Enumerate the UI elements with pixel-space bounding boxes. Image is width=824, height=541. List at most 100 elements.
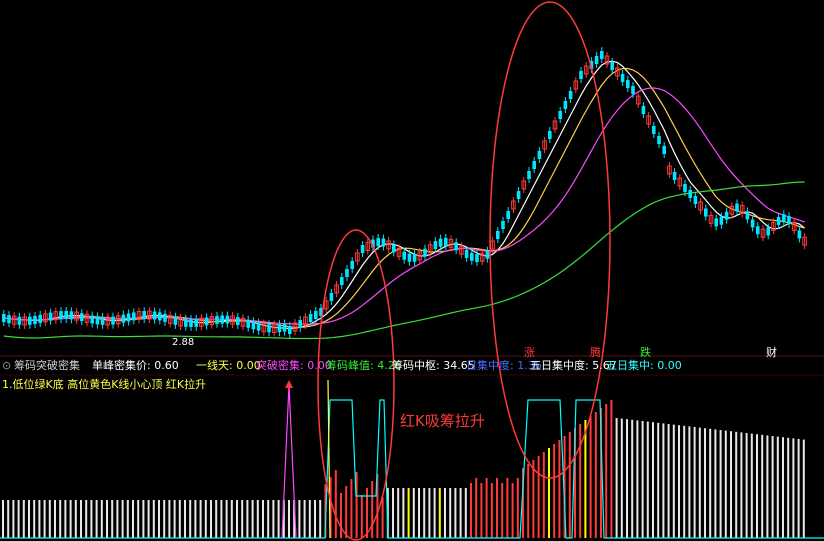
volume-bar bbox=[262, 500, 264, 538]
volume-bar bbox=[194, 500, 197, 538]
candle-body bbox=[236, 316, 240, 325]
candle-body bbox=[33, 316, 37, 325]
volume-bar bbox=[584, 420, 587, 538]
volume-bar bbox=[563, 436, 566, 538]
volume-bar bbox=[225, 500, 228, 538]
candle-body bbox=[158, 312, 162, 321]
candle-body bbox=[610, 62, 614, 70]
candle-body bbox=[2, 314, 6, 322]
volume-bar bbox=[54, 500, 56, 538]
volume-bar bbox=[189, 500, 192, 538]
candle-body bbox=[714, 218, 718, 227]
volume-bar bbox=[620, 418, 623, 538]
candle-body bbox=[776, 216, 781, 225]
candle-body bbox=[28, 316, 32, 325]
volume-bar bbox=[506, 478, 509, 538]
indicator-title[interactable]: 筹码突破密集 bbox=[14, 359, 80, 372]
volume-bar bbox=[215, 500, 218, 538]
five-day-focus-label: 五日集中度: 5.67 bbox=[530, 359, 617, 372]
volume-bar bbox=[220, 500, 223, 538]
candle-body bbox=[573, 80, 579, 90]
volume-bar bbox=[152, 500, 155, 538]
volume-bar bbox=[594, 412, 597, 538]
candle-body bbox=[652, 126, 656, 134]
candle-body bbox=[59, 311, 63, 320]
candle-body bbox=[641, 106, 646, 114]
volume-bar bbox=[12, 500, 15, 538]
volume-bar bbox=[678, 425, 680, 538]
candle-body bbox=[7, 315, 11, 324]
volume-bar bbox=[173, 500, 176, 538]
candle-body bbox=[288, 326, 292, 334]
volume-bar bbox=[558, 440, 561, 538]
candle-body bbox=[121, 314, 126, 323]
volume-bar bbox=[615, 418, 618, 538]
candle-body bbox=[261, 323, 267, 333]
candle-body bbox=[95, 316, 100, 325]
candle-body bbox=[84, 313, 90, 323]
candle-body bbox=[360, 245, 365, 253]
candle-body bbox=[568, 91, 573, 99]
candle-body bbox=[69, 311, 74, 320]
volume-bar bbox=[184, 500, 186, 538]
candle-body bbox=[511, 200, 516, 210]
volume-bar bbox=[246, 500, 249, 538]
candle-body bbox=[427, 244, 433, 254]
candle-body bbox=[485, 250, 490, 259]
volume-bar bbox=[74, 500, 77, 538]
candle-body bbox=[329, 293, 334, 301]
candle-body bbox=[80, 313, 84, 322]
volume-bar bbox=[158, 500, 160, 538]
marker-2: 跌 bbox=[640, 345, 651, 359]
volume-bar bbox=[600, 408, 602, 538]
chip-peak-label: 筹码峰值: 4.26 bbox=[326, 359, 402, 372]
candle-body bbox=[423, 248, 427, 257]
volume-bar bbox=[756, 434, 758, 538]
candle-body bbox=[282, 323, 287, 332]
candle-body bbox=[90, 315, 94, 324]
five-day-center-label: 五日集中: 0.00 bbox=[606, 359, 682, 372]
candle-body bbox=[506, 211, 510, 219]
candle-body bbox=[604, 55, 610, 65]
volume-bar bbox=[371, 481, 374, 538]
candle-body bbox=[74, 311, 79, 321]
candle-body bbox=[407, 253, 412, 262]
candle-body bbox=[739, 204, 745, 214]
volume-bar bbox=[797, 439, 800, 538]
candle-body bbox=[115, 315, 121, 325]
candle-body bbox=[173, 316, 178, 325]
volume-bar bbox=[293, 500, 296, 538]
candle-body bbox=[132, 312, 136, 321]
candle-body bbox=[756, 226, 760, 235]
candle-body bbox=[345, 269, 349, 277]
volume-bar bbox=[636, 420, 639, 538]
annotation-label: 红K吸筹拉升 bbox=[400, 412, 485, 430]
ellipse-left bbox=[317, 229, 395, 541]
candle-body bbox=[386, 240, 391, 250]
volume-bar bbox=[709, 428, 712, 538]
volume-bar bbox=[693, 427, 696, 538]
candle-body bbox=[708, 214, 714, 224]
candle-body bbox=[417, 251, 423, 261]
candle-body bbox=[194, 318, 198, 327]
candle-body bbox=[355, 252, 360, 262]
candle-body bbox=[448, 238, 454, 248]
candle-body bbox=[631, 86, 635, 94]
candle-body bbox=[802, 236, 807, 246]
circle-down-icon[interactable]: ⊙ bbox=[2, 359, 12, 372]
candle-body bbox=[760, 228, 766, 238]
candle-body bbox=[787, 216, 791, 225]
candle-body bbox=[496, 231, 500, 239]
candle-body bbox=[766, 227, 770, 236]
volume-bar bbox=[787, 437, 790, 538]
candle-body bbox=[626, 80, 630, 88]
volume-bar bbox=[522, 468, 524, 538]
volume-bar bbox=[345, 486, 348, 538]
volume-bar bbox=[548, 448, 550, 538]
candle-body bbox=[189, 318, 193, 327]
volume-bar bbox=[574, 428, 576, 538]
volume-bar bbox=[111, 500, 114, 538]
red-arrow-icon bbox=[285, 380, 293, 388]
volume-bar bbox=[121, 500, 124, 538]
